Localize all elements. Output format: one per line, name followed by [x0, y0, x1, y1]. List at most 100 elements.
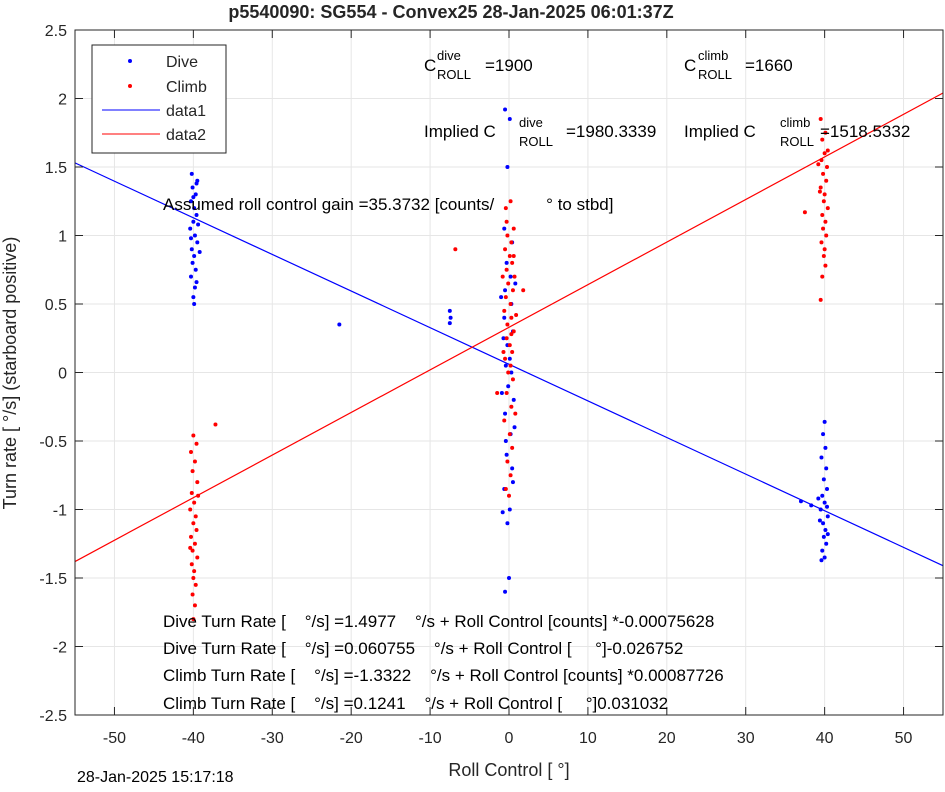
point-dive [192, 254, 197, 259]
point-dive [193, 267, 198, 272]
point-climb [504, 336, 509, 341]
point-dive [188, 274, 193, 279]
point-dive [809, 503, 814, 508]
point-dive [188, 236, 193, 241]
legend-marker-climb [128, 84, 132, 88]
point-climb [824, 178, 829, 183]
point-dive [816, 496, 821, 501]
point-climb [453, 247, 458, 252]
point-climb [507, 493, 511, 498]
point-climb [825, 148, 830, 153]
legend-box [91, 44, 227, 154]
point-dive [506, 384, 511, 389]
point-dive [190, 185, 195, 190]
point-climb [802, 210, 807, 215]
point-climb [188, 507, 193, 512]
fit-lines [74, 92, 944, 567]
y-tick-label: -2.5 [39, 708, 67, 725]
y-tick-label: 0.5 [45, 297, 67, 314]
point-dive [190, 260, 195, 265]
point-dive [825, 486, 830, 491]
point-climb [191, 433, 196, 438]
x-tick-label: -30 [261, 730, 284, 747]
point-climb [819, 240, 824, 245]
c-climb-main: C [684, 56, 696, 75]
point-dive [502, 226, 507, 231]
point-dive [192, 233, 197, 238]
point-climb [192, 500, 197, 505]
x-tick-label: -50 [103, 730, 126, 747]
point-climb [823, 219, 828, 224]
point-dive [192, 285, 197, 290]
point-dive [825, 504, 830, 509]
point-dive [503, 411, 508, 416]
point-dive [818, 507, 823, 512]
point-dive [503, 439, 508, 443]
chart-title: p5540090: SG554 - Convex25 28-Jan-2025 0… [228, 2, 673, 22]
point-dive [508, 274, 513, 279]
point-dive [824, 541, 829, 546]
point-dive [507, 576, 511, 580]
point-dive [192, 302, 197, 306]
point-climb [511, 226, 516, 231]
point-climb [503, 356, 508, 361]
point-dive [507, 507, 512, 512]
point-climb [189, 491, 194, 496]
point-climb [508, 199, 513, 204]
x-tick-label: 50 [895, 730, 913, 747]
point-climb [821, 199, 826, 204]
point-dive [191, 295, 196, 300]
x-tick-label: 10 [579, 730, 597, 747]
point-climb [503, 486, 508, 491]
ticks [75, 29, 943, 716]
point-climb [816, 162, 821, 167]
point-climb [503, 295, 508, 300]
implied-dive-sub: ROLL [519, 134, 553, 149]
point-climb [503, 206, 508, 211]
point-dive [798, 499, 803, 504]
point-climb [192, 569, 197, 574]
y-tick-label: -0.5 [39, 434, 67, 451]
point-dive [193, 192, 198, 197]
x-tick-label: -20 [340, 730, 363, 747]
point-dive [188, 199, 193, 204]
point-dive [191, 195, 196, 200]
point-climb [822, 192, 827, 197]
point-climb [188, 449, 193, 454]
point-climb [191, 521, 196, 526]
y-tick-label: -1.5 [39, 571, 67, 588]
point-climb [512, 274, 517, 279]
roll-gain-annotation: Assumed roll control gain =35.3732 [coun… [163, 195, 613, 214]
point-climb [506, 281, 511, 286]
y-tick-label: -1 [53, 503, 67, 520]
point-climb [508, 473, 513, 478]
point-climb [510, 377, 515, 382]
point-dive [825, 514, 830, 519]
point-climb [818, 297, 823, 302]
point-dive [825, 532, 830, 537]
point-climb [820, 274, 825, 279]
point-dive [820, 493, 825, 498]
point-dive [504, 452, 509, 457]
implied-c-dive-annotation: Implied C dive ROLL =1980.3339 [424, 115, 656, 149]
point-climb [510, 445, 515, 450]
legend: Dive Climb data1 data2 [91, 44, 227, 154]
point-dive [194, 280, 199, 285]
point-climb [213, 422, 218, 427]
point-dive [189, 247, 194, 252]
point-climb [193, 514, 198, 519]
point-dive [191, 219, 196, 224]
point-climb [507, 254, 512, 259]
point-dive [189, 171, 194, 176]
point-climb [823, 263, 828, 268]
implied-c-climb-annotation: Implied C climb ROLL =1518.5332 [684, 115, 910, 149]
point-dive [507, 117, 512, 122]
x-tick-label: 40 [816, 730, 834, 747]
point-climb [190, 469, 195, 474]
point-climb [195, 555, 200, 560]
y-tick-label: -2 [53, 640, 67, 657]
point-dive [823, 445, 828, 450]
point-dive [188, 226, 193, 231]
implied-dive-value: =1980.3339 [566, 122, 656, 141]
